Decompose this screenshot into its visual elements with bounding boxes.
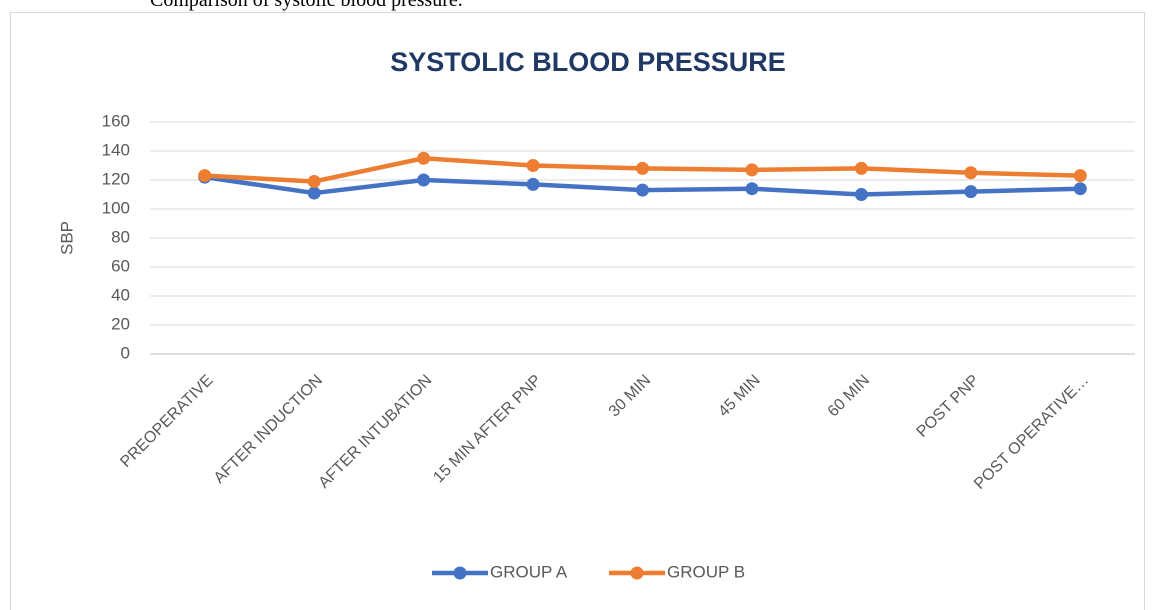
data-point (854, 188, 868, 201)
y-tick-label: 100 (102, 198, 130, 217)
data-point (964, 185, 978, 199)
y-tick-label: 0 (121, 343, 130, 362)
data-point (745, 163, 759, 177)
data-point (417, 173, 431, 187)
data-point (636, 161, 649, 175)
data-point (198, 169, 212, 183)
y-tick-label: 80 (111, 227, 130, 246)
data-point (745, 182, 759, 196)
y-axis-label: SBP (57, 221, 76, 255)
data-point (1073, 182, 1087, 196)
data-point (526, 159, 540, 172)
data-point (526, 177, 540, 191)
y-tick-label: 60 (111, 256, 130, 275)
data-point (854, 161, 868, 175)
caption: Comparison of systolic blood pressure. (150, 0, 463, 11)
y-tick-label: 160 (102, 111, 130, 130)
data-point (307, 186, 321, 200)
y-tick-label: 20 (111, 314, 130, 333)
chart-title: SYSTOLIC BLOOD PRESSURE (390, 47, 786, 77)
legend-marker (453, 566, 467, 580)
legend-label: GROUP B (667, 562, 745, 581)
y-tick-label: 140 (102, 140, 130, 159)
y-tick-label: 40 (111, 285, 130, 304)
data-point (636, 183, 649, 197)
data-point (964, 166, 978, 180)
data-point (307, 174, 321, 188)
y-tick-label: 120 (102, 169, 130, 188)
data-point (1073, 169, 1087, 183)
chart-frame (10, 12, 1145, 610)
data-point (417, 151, 431, 165)
legend-marker (630, 566, 644, 580)
legend-label: GROUP A (490, 562, 568, 581)
